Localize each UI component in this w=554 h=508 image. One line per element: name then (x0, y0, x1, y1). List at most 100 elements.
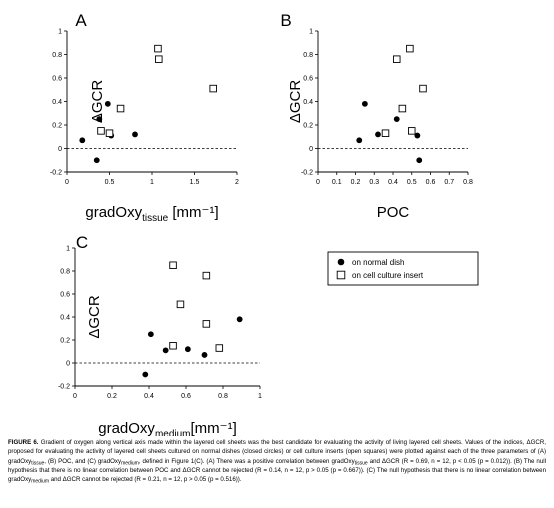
x-tick-label: 0 (316, 179, 320, 186)
x-tick-label: 2 (235, 179, 239, 186)
data-point-cell-culture-insert (202, 320, 211, 328)
y-tick-label: -0.2 (301, 170, 313, 177)
y-tick-label: 0.6 (60, 292, 70, 299)
data-point-normal-dish (414, 132, 421, 139)
x-tick-label: 1 (150, 179, 154, 186)
x-tick-label: 0.2 (351, 179, 361, 186)
y-tick-label: 0.2 (52, 123, 62, 130)
data-point-normal-dish (79, 137, 86, 144)
panel-letter: A (75, 11, 87, 30)
x-tick-label: 0.7 (444, 179, 454, 186)
x-axis-label: gradOxytissue [mm⁻¹] (85, 204, 218, 224)
x-tick-label: 1.5 (190, 179, 200, 186)
x-tick-label: 0.5 (105, 179, 115, 186)
y-tick-label: 0.8 (303, 52, 313, 59)
x-tick-label: 0.6 (426, 179, 436, 186)
x-axis-label-main: gradOxy (98, 420, 155, 436)
y-tick-label: 0.2 (60, 338, 70, 345)
x-axis-label-main: gradOxy (85, 204, 142, 221)
y-tick-label: 1 (309, 29, 313, 36)
data-point-cell-culture-insert (155, 55, 163, 63)
data-point-cell-culture-insert (419, 84, 427, 93)
data-point-cell-culture-insert (406, 44, 414, 53)
legend-marker-square (336, 270, 346, 280)
data-point-cell-culture-insert (215, 344, 224, 352)
data-point-normal-dish (184, 346, 191, 353)
y-tick-label: 0 (66, 361, 70, 368)
data-point-cell-culture-insert (176, 300, 185, 309)
x-tick-label: 0.5 (407, 179, 417, 186)
y-tick-label: 0.8 (52, 52, 62, 59)
x-axis-label: POC (377, 204, 410, 221)
data-point-normal-dish (361, 100, 368, 107)
x-axis-label-unit: [mm⁻¹] (191, 420, 237, 436)
data-point-normal-dish (236, 316, 243, 323)
data-point-cell-culture-insert (169, 261, 177, 270)
data-point-cell-culture-insert (154, 44, 162, 53)
data-point-cell-culture-insert (398, 104, 407, 113)
data-point-cell-culture-insert (97, 127, 105, 135)
x-tick-label: 0.4 (388, 179, 398, 186)
x-axis-label: gradOxymedium[mm⁻¹] (98, 420, 237, 436)
data-point-cell-culture-insert (116, 104, 125, 113)
y-tick-label: 0.2 (303, 123, 313, 130)
data-point-cell-culture-insert (381, 129, 390, 137)
legend-label: on normal dish (352, 258, 404, 267)
data-point-normal-dish (416, 157, 423, 164)
panel-letter: C (76, 233, 88, 252)
y-tick-label: 0 (58, 146, 62, 153)
x-tick-label: 0.2 (107, 393, 117, 400)
y-tick-label: 0.6 (303, 76, 313, 83)
y-tick-label: 0 (309, 146, 313, 153)
x-axis-label-main: POC (377, 204, 410, 221)
x-tick-label: 0.4 (144, 393, 154, 400)
legend-label: on cell culture insert (352, 271, 424, 280)
caption-label: FIGURE 6. (8, 439, 39, 446)
chart-panel-a: A-0.200.20.40.60.810 0.5 1 1.5 2ΔGCRgradOxyt… (50, 11, 239, 224)
data-point-cell-culture-insert (209, 84, 217, 93)
data-point-normal-dish (142, 371, 149, 378)
y-tick-label: 0.6 (52, 76, 62, 83)
caption-text: and ΔGCR (R = 0.69, n = 12, p < 0.05 (p … (8, 457, 546, 484)
figure-caption: FIGURE 6. Gradient of oxygen along verti… (8, 438, 546, 484)
caption-text: , (B) POC, and (C) gradOxy (44, 457, 122, 465)
y-axis-label: ΔGCR (86, 295, 103, 339)
x-tick-label: 0 (73, 393, 77, 400)
data-point-cell-culture-insert (202, 271, 211, 280)
y-axis-label: ΔGCR (287, 80, 304, 124)
caption-sub: medium (121, 460, 139, 467)
data-point-normal-dish (93, 157, 100, 164)
x-tick-label: 0.8 (218, 393, 228, 400)
chart-panel-b: B-0.200.20.40.60.810 0.1 0.2 0.3 0.4 0.5 0.6 0.… (280, 11, 473, 221)
data-point-cell-culture-insert (105, 129, 114, 137)
charts-canvas: A-0.200.20.40.60.810 0.5 1 1.5 2ΔGCRgradOxyt… (50, 11, 479, 436)
caption-text: Gradient of oxygen along vertical axis m… (8, 439, 546, 465)
y-tick-label: 0.4 (303, 99, 313, 106)
caption-sub: medium (31, 478, 50, 485)
x-tick-label: 0 (65, 179, 69, 186)
x-tick-label: 0.8 (463, 179, 473, 186)
data-point-normal-dish (132, 131, 138, 138)
caption-text: and ΔGCR cannot be rejected (R = 0.21, n… (49, 476, 242, 484)
x-tick-label: 0.1 (332, 179, 342, 186)
y-axis-label: ΔGCR (89, 80, 106, 124)
data-point-normal-dish (104, 100, 111, 107)
y-tick-label: 0.8 (60, 269, 70, 276)
legend: on normal dish on cell culture insert (327, 251, 479, 286)
x-tick-label: 1 (258, 393, 262, 400)
caption-sub: tissue (354, 460, 368, 467)
y-tick-label: -0.2 (58, 384, 70, 391)
y-tick-label: -0.2 (50, 170, 62, 177)
data-point-normal-dish (162, 347, 169, 354)
legend-box (327, 251, 479, 286)
y-tick-label: 1 (58, 29, 62, 36)
caption-text: , defined in Figure 1(C). (A) There was … (138, 457, 355, 465)
x-axis-label-subscript: medium (155, 429, 191, 436)
data-point-cell-culture-insert (393, 55, 401, 63)
legend-marker-circle (337, 258, 345, 266)
caption-sub: tissue (31, 460, 45, 467)
data-point-normal-dish (201, 352, 208, 358)
data-point-cell-culture-insert (408, 127, 416, 135)
y-tick-label: 0.4 (60, 315, 70, 322)
